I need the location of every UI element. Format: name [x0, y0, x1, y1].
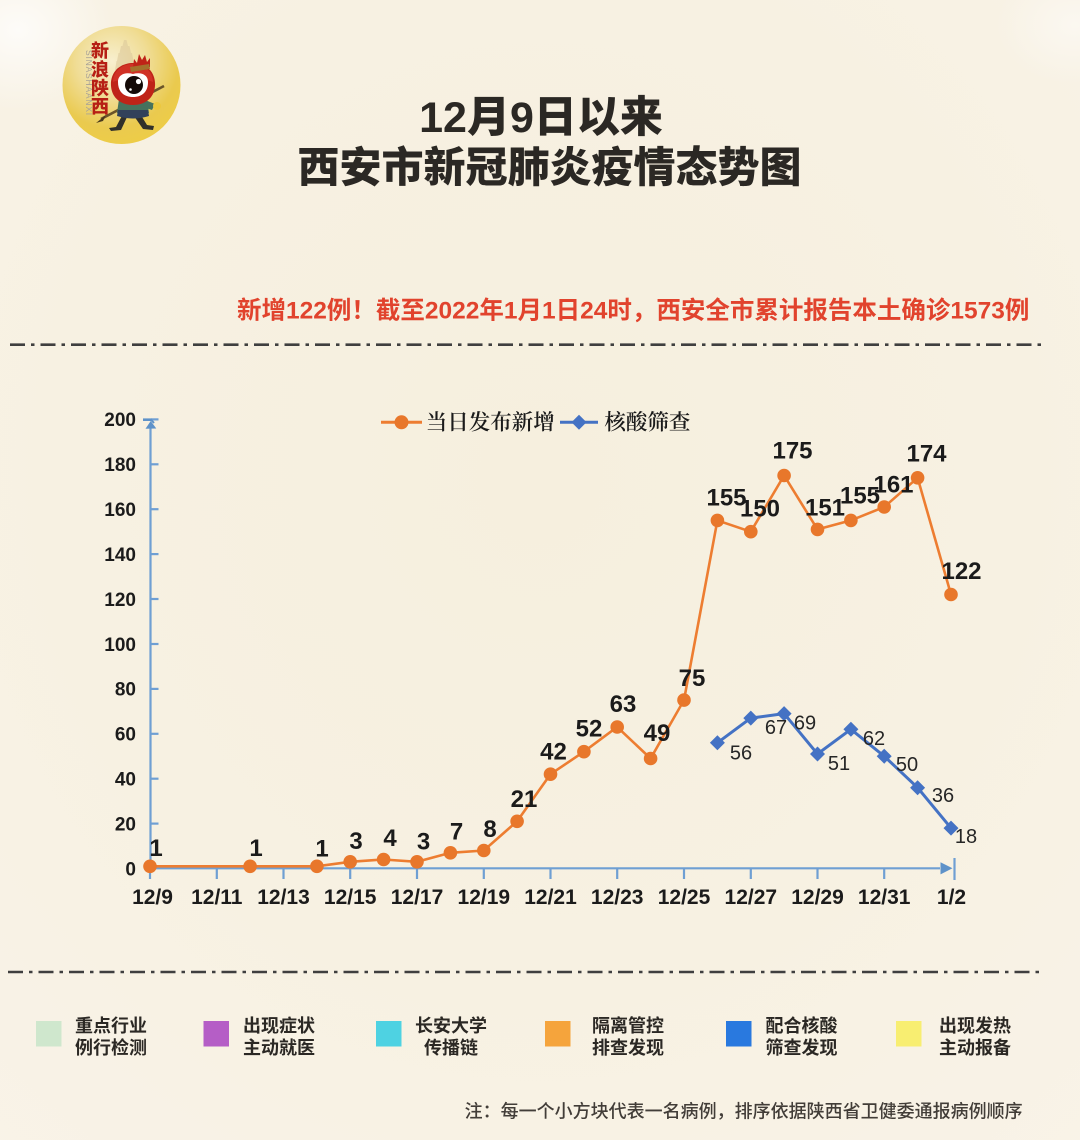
svg-text:151: 151	[805, 495, 845, 522]
svg-text:12/31: 12/31	[858, 886, 911, 909]
svg-text:12月9日以来: 12月9日以来	[419, 94, 663, 142]
svg-text:新增122例！截至2022年1月1日24时，西安全市累计报告: 新增122例！截至2022年1月1日24时，西安全市累计报告本土确诊1573例	[237, 297, 1029, 325]
svg-text:浪: 浪	[91, 59, 109, 80]
svg-text:21: 21	[511, 786, 538, 813]
svg-text:200: 200	[104, 410, 136, 431]
svg-text:西安市新冠肺炎疫情态势图: 西安市新冠肺炎疫情态势图	[297, 144, 801, 191]
svg-text:180: 180	[104, 455, 136, 476]
svg-text:核酸筛查: 核酸筛查	[604, 411, 690, 435]
svg-text:0: 0	[125, 859, 136, 880]
svg-text:52: 52	[576, 716, 603, 743]
svg-text:出现症状: 出现症状	[243, 1016, 315, 1036]
svg-text:12/17: 12/17	[391, 886, 444, 909]
svg-text:161: 161	[873, 472, 913, 499]
svg-text:155: 155	[706, 485, 746, 512]
svg-text:注：每一个小方块代表一名病例，排序依据陕西省卫健委通报病例顺: 注：每一个小方块代表一名病例，排序依据陕西省卫健委通报病例顺序	[465, 1102, 1023, 1122]
svg-text:140: 140	[104, 545, 136, 566]
svg-text:12/25: 12/25	[658, 886, 711, 909]
svg-text:12/23: 12/23	[591, 886, 644, 909]
svg-text:1: 1	[315, 836, 328, 863]
svg-text:49: 49	[644, 720, 671, 747]
svg-text:62: 62	[863, 728, 885, 750]
svg-text:174: 174	[906, 441, 947, 468]
svg-text:筛查发现: 筛查发现	[766, 1037, 838, 1058]
svg-text:12/19: 12/19	[458, 886, 511, 909]
svg-text:出现发热: 出现发热	[939, 1015, 1011, 1036]
svg-text:1: 1	[249, 835, 262, 862]
svg-text:67: 67	[765, 717, 787, 739]
svg-text:60: 60	[115, 725, 136, 746]
svg-text:SINASHAANXI: SINASHAANXI	[84, 50, 94, 116]
svg-text:155: 155	[840, 483, 880, 510]
svg-text:12/15: 12/15	[324, 886, 377, 909]
svg-text:36: 36	[932, 785, 954, 807]
svg-text:隔离管控: 隔离管控	[592, 1015, 664, 1036]
svg-text:18: 18	[955, 826, 977, 848]
svg-text:12/13: 12/13	[257, 886, 310, 909]
svg-text:配合核酸: 配合核酸	[766, 1015, 838, 1036]
svg-text:120: 120	[104, 590, 136, 611]
svg-text:12/11: 12/11	[191, 886, 243, 909]
svg-text:1/2: 1/2	[937, 886, 966, 909]
svg-text:150: 150	[740, 496, 780, 523]
svg-text:3: 3	[349, 828, 362, 855]
svg-text:42: 42	[540, 739, 567, 766]
svg-text:12/21: 12/21	[524, 886, 577, 909]
svg-text:122: 122	[941, 558, 981, 585]
svg-text:7: 7	[450, 819, 463, 846]
svg-text:西: 西	[91, 97, 109, 117]
svg-text:1: 1	[149, 835, 162, 862]
svg-text:排查发现: 排查发现	[592, 1037, 664, 1058]
svg-text:69: 69	[794, 713, 816, 735]
svg-text:3: 3	[417, 829, 430, 856]
svg-text:160: 160	[104, 500, 136, 521]
svg-text:主动就医: 主动就医	[243, 1038, 315, 1058]
svg-text:新: 新	[91, 40, 109, 61]
svg-text:80: 80	[115, 680, 136, 701]
svg-text:传播链: 传播链	[424, 1038, 478, 1058]
svg-text:12/9: 12/9	[132, 886, 173, 909]
svg-text:当日发布新增: 当日发布新增	[426, 411, 555, 435]
svg-text:40: 40	[115, 770, 136, 791]
svg-text:8: 8	[483, 816, 496, 843]
svg-text:重点行业: 重点行业	[75, 1016, 147, 1036]
svg-text:主动报备: 主动报备	[939, 1038, 1011, 1058]
svg-text:75: 75	[679, 665, 706, 692]
svg-text:63: 63	[610, 691, 637, 718]
svg-text:12/27: 12/27	[725, 886, 778, 909]
svg-text:51: 51	[828, 753, 850, 775]
svg-text:20: 20	[115, 814, 136, 835]
svg-text:56: 56	[730, 743, 752, 765]
svg-text:4: 4	[383, 825, 397, 852]
svg-text:陕: 陕	[91, 79, 109, 99]
svg-text:100: 100	[104, 635, 136, 656]
svg-text:175: 175	[772, 438, 812, 465]
svg-text:长安大学: 长安大学	[415, 1015, 487, 1036]
svg-text:50: 50	[896, 754, 918, 776]
svg-text:例行检测: 例行检测	[75, 1037, 147, 1058]
svg-text:12/29: 12/29	[791, 886, 844, 909]
